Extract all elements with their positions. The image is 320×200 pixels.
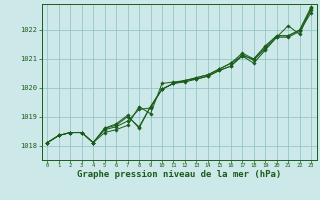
X-axis label: Graphe pression niveau de la mer (hPa): Graphe pression niveau de la mer (hPa) <box>77 170 281 179</box>
